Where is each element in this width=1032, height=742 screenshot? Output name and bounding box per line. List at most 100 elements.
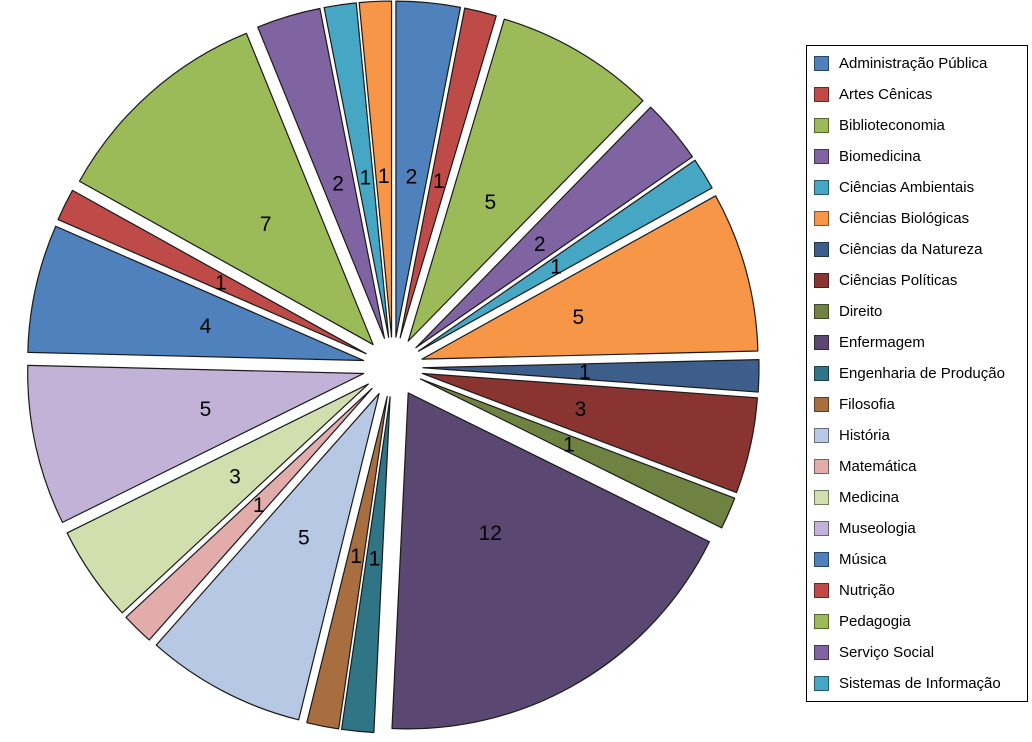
legend-swatch-icon (814, 211, 829, 226)
slice-value-label: 2 (332, 173, 344, 196)
legend-swatch-icon (814, 583, 829, 598)
legend-swatch-icon (814, 428, 829, 443)
legend-item: Medicina (814, 482, 1025, 513)
legend-swatch-icon (814, 521, 829, 536)
legend-item: Sistemas de Informação (814, 668, 1025, 699)
legend-swatch-icon (814, 180, 829, 195)
pie-slice-matemática (125, 387, 373, 641)
pie-slice-administração-pública (395, 0, 462, 338)
legend-item: Biomedicina (814, 141, 1025, 172)
pie-slice-nutrição (57, 189, 367, 355)
chart-legend: Administração Pública Artes Cênicas Biblio… (806, 45, 1028, 702)
legend-label: Administração Pública (839, 55, 988, 72)
pie-slice-ciências-ambientais (417, 159, 713, 352)
legend-swatch-icon (814, 459, 829, 474)
pie-slice-artes-cênicas (399, 7, 497, 339)
legend-item: Ciências Políticas (814, 265, 1025, 296)
slice-value-label: 3 (229, 466, 241, 489)
legend-swatch-icon (814, 645, 829, 660)
legend-swatch-icon (814, 614, 829, 629)
legend-label: Ciências Políticas (839, 272, 958, 289)
slice-value-label: 4 (200, 315, 212, 338)
legend-label: Artes Cênicas (839, 86, 933, 103)
slice-value-label: 5 (572, 306, 584, 329)
legend-item: Matemática (814, 451, 1025, 482)
legend-label: Direito (839, 303, 883, 320)
pie-slice-medicina (66, 383, 369, 614)
pie-slice-enfermagem (391, 392, 711, 730)
legend-swatch-icon (814, 149, 829, 164)
legend-label: Museologia (839, 520, 916, 537)
legend-label: Filosofia (839, 396, 895, 413)
legend-label: Biomedicina (839, 148, 921, 165)
legend-label: Música (839, 551, 887, 568)
legend-item: Artes Cênicas (814, 79, 1025, 110)
legend-item: Museologia (814, 513, 1025, 544)
legend-item: Filosofia (814, 389, 1025, 420)
legend-label: Pedagogia (839, 613, 911, 630)
pie-slice-biomedicina (415, 106, 694, 349)
legend-label: Serviço Social (839, 644, 935, 661)
legend-item: Engenharia de Produção (814, 358, 1025, 389)
slice-value-label: 5 (200, 398, 212, 421)
slice-value-label: 7 (260, 213, 272, 236)
slice-value-label: 5 (484, 191, 496, 214)
slice-value-label: 2 (406, 165, 418, 188)
legend-item: Pedagogia (814, 606, 1025, 637)
legend-swatch-icon (814, 273, 829, 288)
legend-label: Medicina (839, 489, 900, 506)
slice-value-label: 1 (579, 361, 591, 384)
legend-item: Nutrição (814, 575, 1025, 606)
legend-label: Ciências da Natureza (839, 241, 983, 258)
slice-value-label: 1 (378, 165, 390, 188)
slice-value-label: 1 (359, 167, 371, 190)
pie-slice-unnamed (358, 0, 393, 338)
legend-item: Ciências da Natureza (814, 234, 1025, 265)
legend-item: Ciências Ambientais (814, 172, 1025, 203)
legend-item: Biblioteconomia (814, 110, 1025, 141)
slice-value-label: 3 (575, 398, 587, 421)
slice-value-label: 1 (215, 271, 227, 294)
slice-value-label: 12 (479, 522, 502, 545)
pie-slice-música (27, 225, 365, 362)
legend-label: Biblioteconomia (839, 117, 945, 134)
pie-slice-ciências-da-natureza (422, 359, 760, 393)
slice-value-label: 1 (253, 494, 265, 517)
slice-value-label: 1 (563, 433, 575, 456)
legend-swatch-icon (814, 552, 829, 567)
slice-value-label: 1 (350, 545, 362, 568)
legend-swatch-icon (814, 335, 829, 350)
pie-slice-filosofia (306, 395, 388, 730)
legend-item: Serviço Social (814, 637, 1025, 668)
slice-value-label: 1 (433, 170, 445, 193)
slice-value-label: 2 (534, 233, 546, 256)
pie-slice-ciências-biológicas (421, 195, 759, 360)
pie-slice-ciências-políticas (421, 372, 759, 494)
legend-label: Sistemas de Informação (839, 675, 1001, 692)
legend-label: Ciências Biológicas (839, 210, 970, 227)
legend-swatch-icon (814, 304, 829, 319)
legend-swatch-icon (814, 118, 829, 133)
legend-label: Nutrição (839, 582, 895, 599)
legend-swatch-icon (814, 56, 829, 71)
legend-item: Ciências Biológicas (814, 203, 1025, 234)
pie-slice-sistemas-de-informação (323, 2, 390, 338)
legend-item: Música (814, 544, 1025, 575)
legend-label: Ciências Ambientais (839, 179, 975, 196)
legend-swatch-icon (814, 397, 829, 412)
legend-swatch-icon (814, 366, 829, 381)
pie-slice-pedagogia (78, 32, 374, 346)
pie-slice-museologia (27, 364, 365, 523)
legend-item: Administração Pública (814, 48, 1025, 79)
legend-item: História (814, 420, 1025, 451)
pie-slice-história (155, 392, 380, 721)
slice-value-label: 5 (298, 527, 310, 550)
pie-slice-direito (419, 378, 736, 529)
legend-label: História (839, 427, 890, 444)
legend-swatch-icon (814, 676, 829, 691)
pie-slice-biblioteconomia (407, 18, 644, 342)
legend-label: Enfermagem (839, 334, 925, 351)
slice-value-label: 1 (550, 255, 562, 278)
